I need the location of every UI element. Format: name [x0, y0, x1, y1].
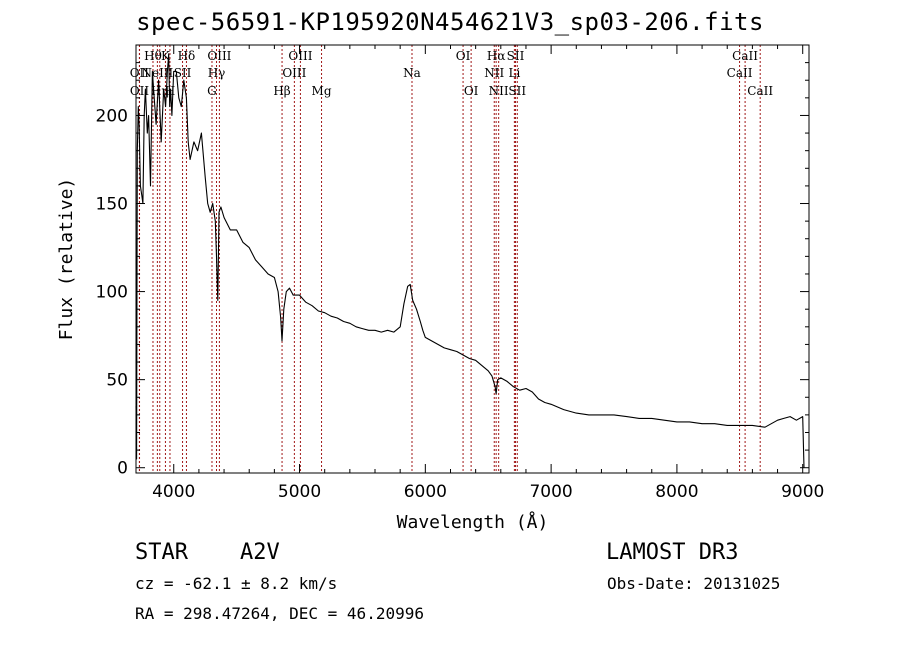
redshift-cz: cz = -62.1 ± 8.2 km/s: [135, 574, 338, 593]
y-tick-label: 200: [96, 106, 128, 126]
x-tick-label: 9000: [781, 482, 824, 502]
line-label: SII: [507, 49, 525, 63]
line-markers: [138, 45, 761, 473]
object-subclass: A2V: [240, 540, 280, 565]
coordinates: RA = 298.47264, DEC = 46.20996: [135, 604, 424, 623]
line-label: OII: [130, 84, 150, 98]
y-axis-label: Flux (relative): [56, 178, 77, 341]
spectrum-line: [135, 53, 805, 468]
line-label: OII: [130, 66, 150, 80]
line-label: K: [161, 49, 171, 63]
line-label: OI: [464, 84, 479, 98]
line-label: H: [165, 84, 175, 98]
x-tick-label: 7000: [529, 482, 572, 502]
x-axis-label: Wavelength (Å): [397, 511, 549, 533]
axis-ticks: 4000 5000 6000 7000 8000 9000 0 50 100 150 200: [96, 45, 824, 502]
y-tick-label: 150: [96, 195, 128, 215]
plot-frame: [135, 44, 810, 474]
line-label: CaII: [732, 49, 758, 63]
survey-name: LAMOST DR3: [606, 540, 739, 565]
line-labels: OII OII Hθ NeIII Hη K H SII Hδ G Hγ OIII Hβ OIII OIII M…: [130, 49, 774, 98]
x-tick-label: 5000: [278, 482, 321, 502]
line-label: NeIII: [141, 66, 173, 80]
x-tick-label: 8000: [655, 482, 698, 502]
line-label: Li: [508, 66, 520, 80]
chart-title: spec-56591-KP195920N454621V3_sp03-206.fi…: [136, 8, 764, 36]
line-label: Hδ: [178, 49, 196, 63]
line-label: Hγ: [208, 66, 226, 80]
line-label: NII: [484, 66, 504, 80]
line-label: SII: [174, 66, 192, 80]
line-label: CaII: [727, 66, 753, 80]
line-label: Mg: [312, 84, 332, 98]
y-tick-label: 0: [117, 459, 128, 479]
line-label: OI: [456, 49, 471, 63]
line-label: OIII: [207, 49, 231, 63]
x-tick-label: 6000: [404, 482, 447, 502]
obs-date: Obs-Date: 20131025: [607, 574, 781, 593]
line-label: OIII: [288, 49, 312, 63]
line-label: Hθ: [144, 49, 162, 63]
line-label: Hβ: [273, 84, 290, 98]
line-label: CaII: [747, 84, 773, 98]
line-label: SII: [508, 84, 526, 98]
spectrum-series: [135, 53, 805, 468]
x-tick-label: 4000: [152, 482, 195, 502]
y-tick-label: 100: [96, 283, 128, 303]
y-tick-label: 50: [106, 371, 128, 391]
line-label: NII: [489, 84, 509, 98]
line-label: G: [207, 84, 217, 98]
object-class: STAR: [135, 540, 188, 565]
line-label: Hη: [151, 84, 169, 98]
line-label: Hα: [487, 49, 506, 63]
line-label: OIII: [282, 66, 306, 80]
line-label: Na: [403, 66, 421, 80]
